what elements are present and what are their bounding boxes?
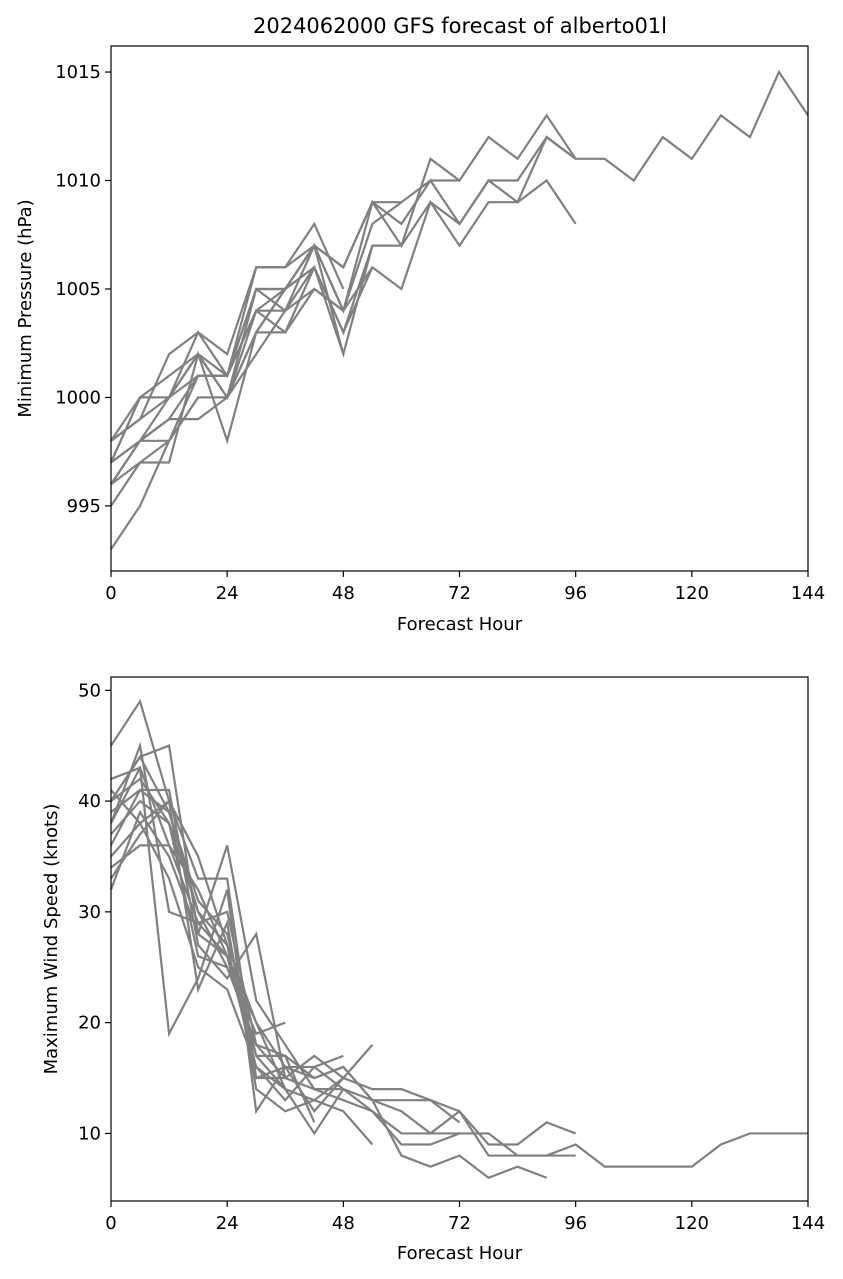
wind-x-tick-label: 144: [791, 1213, 825, 1234]
pressure-y-tick-label: 1005: [55, 279, 101, 300]
wind-series-line-11: [110, 799, 286, 1036]
pressure-x-tick-label: 72: [448, 583, 471, 604]
wind-plot-frame: [110, 676, 809, 1202]
wind-y-tick-label: 40: [78, 791, 101, 812]
wind-series-line-15: [110, 789, 345, 1136]
wind-x-tick-label: 48: [332, 1213, 355, 1234]
wind-series-group: [109, 698, 808, 1179]
wind-y-tick-label: 20: [78, 1013, 101, 1034]
wind-series-line-5: [110, 744, 461, 1124]
pressure-y-tick-label: 1010: [55, 171, 101, 192]
pressure-series-line-12: [110, 266, 316, 464]
pressure-x-tick-label: 48: [332, 583, 355, 604]
pressure-series-line-7: [110, 201, 403, 486]
pressure-x-ticks: 0 24 48 72 96 120 144: [105, 571, 825, 604]
wind-series-line-14: [109, 809, 287, 1090]
wind-x-tick-label: 24: [216, 1213, 239, 1234]
pressure-x-tick-label: 120: [675, 583, 709, 604]
wind-x-ticks: 0 24 48 72 96 120 144: [105, 1201, 825, 1234]
wind-series-line-13: [110, 777, 316, 1123]
pressure-y-axis-label: Minimum Pressure (hPa): [15, 199, 36, 417]
wind-y-axis-label: Maximum Wind Speed (knots): [41, 804, 62, 1075]
pressure-series-line-2: [110, 113, 577, 442]
pressure-plot-frame: [110, 45, 809, 572]
pressure-x-tick-label: 0: [105, 583, 116, 604]
pressure-y-ticks: 995 1000 1005 1010 1015: [55, 62, 111, 517]
wind-y-tick-label: 50: [78, 680, 101, 701]
pressure-y-tick-label: 1015: [55, 62, 101, 83]
wind-y-tick-label: 30: [78, 902, 101, 923]
pressure-x-tick-label: 96: [564, 583, 587, 604]
pressure-x-tick-label: 144: [791, 583, 825, 604]
pressure-chart: 0 24 48 72 96 120 144 995 1000 1005 1010 1015 Fore…: [15, 45, 825, 635]
wind-x-tick-label: 96: [564, 1213, 587, 1234]
wind-chart: 0 24 48 72 96 120 144 10 20 30 40 50 Forecast Hour…: [41, 676, 825, 1264]
wind-series-line-12: [110, 844, 374, 1146]
pressure-x-axis-label: Forecast Hour: [397, 614, 523, 635]
pressure-series-line-11: [110, 242, 345, 485]
pressure-y-tick-label: 1000: [55, 387, 101, 408]
wind-y-tick-label: 10: [78, 1123, 101, 1144]
pressure-series-group: [109, 69, 809, 550]
wind-x-tick-label: 120: [675, 1213, 709, 1234]
wind-series-line-10: [110, 788, 287, 1079]
pressure-x-tick-label: 24: [216, 583, 239, 604]
pressure-y-tick-label: 995: [67, 496, 101, 517]
wind-x-tick-label: 72: [448, 1213, 471, 1234]
chart-title: 2024062000 GFS forecast of alberto01l: [253, 14, 667, 38]
wind-series-line-6: [110, 799, 460, 1135]
wind-y-ticks: 10 20 30 40 50: [78, 680, 111, 1144]
pressure-series-line-8: [110, 245, 374, 507]
wind-x-tick-label: 0: [105, 1213, 116, 1234]
wind-x-axis-label: Forecast Hour: [397, 1243, 523, 1264]
wind-series-line-9: [110, 798, 344, 1113]
